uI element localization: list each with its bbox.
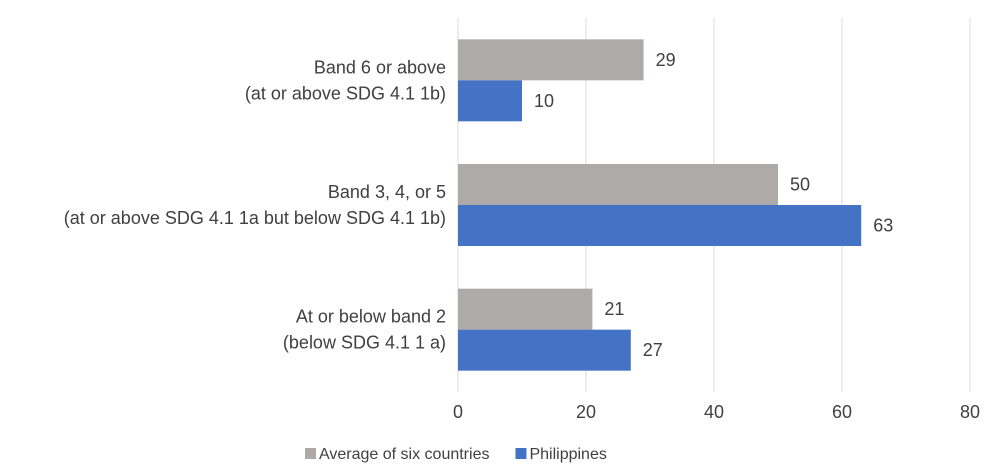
bar <box>458 80 522 122</box>
data-label: 29 <box>656 50 676 70</box>
data-label: 21 <box>604 299 624 319</box>
legend-swatch <box>305 448 316 459</box>
category-label-line2: (at or above SDG 4.1 1a but below SDG 4.… <box>64 208 446 228</box>
category-label-line1: Band 6 or above <box>314 57 446 77</box>
bar <box>458 205 862 246</box>
x-axis-ticks: 0 20 40 60 80 <box>453 402 980 422</box>
category-labels: Band 6 or above (at or above SDG 4.1 1b) B… <box>64 57 446 352</box>
x-tick-label: 20 <box>576 402 596 422</box>
category-label-line2: (at or above SDG 4.1 1b) <box>245 83 446 103</box>
data-label: 50 <box>790 175 810 195</box>
category-label-line1: Band 3, 4, or 5 <box>328 182 446 202</box>
legend-label: Average of six countries <box>319 446 489 463</box>
x-tick-label: 40 <box>704 402 724 422</box>
data-labels: 29 10 50 63 21 27 <box>534 50 893 360</box>
category-label-line1: At or below band 2 <box>296 307 446 327</box>
data-label: 27 <box>643 340 663 360</box>
bar <box>458 329 631 371</box>
legend: Average of six countries Philippines <box>305 446 607 463</box>
x-tick-label: 80 <box>960 402 980 422</box>
legend-label: Philippines <box>529 446 606 463</box>
bar <box>458 164 778 205</box>
bars <box>458 39 862 371</box>
data-label: 10 <box>534 91 554 111</box>
legend-swatch <box>515 448 527 459</box>
category-label-line2: (below SDG 4.1 1 a) <box>283 333 446 353</box>
bar <box>458 288 593 330</box>
data-label: 63 <box>873 216 893 236</box>
bar <box>458 39 644 81</box>
x-tick-label: 60 <box>832 402 852 422</box>
x-tick-label: 0 <box>453 402 463 422</box>
